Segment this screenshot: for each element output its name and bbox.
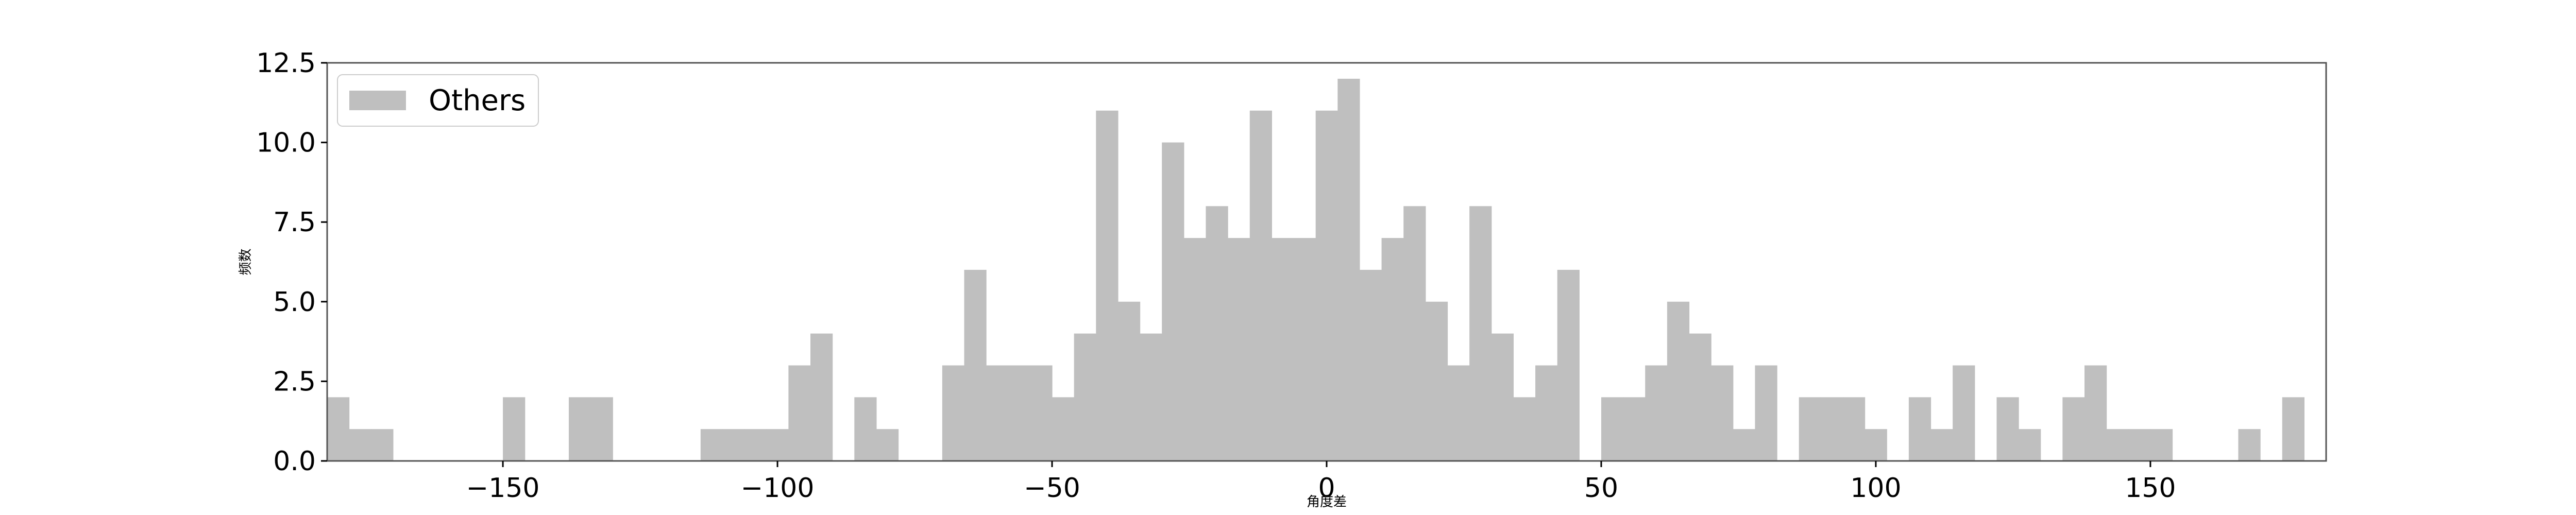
histogram-bar xyxy=(1733,429,1756,461)
histogram-bar xyxy=(2282,397,2304,461)
histogram-bar xyxy=(1557,269,1580,461)
histogram-bar xyxy=(2106,429,2129,461)
legend-swatch xyxy=(349,91,406,110)
y-tick-label: 5.0 xyxy=(273,287,316,318)
histogram-bar xyxy=(1008,365,1030,461)
x-tick-label: 50 xyxy=(1584,473,1618,504)
histogram-bar xyxy=(1711,365,1734,461)
histogram-bar xyxy=(876,429,899,461)
histogram-bar xyxy=(1623,397,1646,461)
histogram-bar xyxy=(1799,397,1821,461)
histogram-bar xyxy=(2084,365,2107,461)
histogram-bar xyxy=(1689,333,1711,461)
histogram-bar xyxy=(1996,397,2019,461)
y-axis-label: 频数 xyxy=(238,248,253,275)
histogram-bar xyxy=(1074,333,1096,461)
histogram-bar xyxy=(964,269,987,461)
x-tick-label: 0 xyxy=(1318,473,1335,504)
legend-box xyxy=(337,74,539,127)
histogram-bar xyxy=(1162,142,1184,461)
histogram-bar xyxy=(2238,429,2261,461)
histogram-bar xyxy=(986,365,1009,461)
histogram-bar xyxy=(766,429,789,461)
x-axis: −150 −100 −50 0 50 100 150 xyxy=(466,461,2176,504)
histogram-bar xyxy=(1030,365,1053,461)
histogram-bar xyxy=(1052,397,1075,461)
histogram-bar xyxy=(503,397,526,461)
histogram-bar xyxy=(1447,365,1470,461)
histogram-bar xyxy=(1249,110,1273,461)
histogram-bar xyxy=(371,429,394,461)
histogram-bar xyxy=(1842,397,1866,461)
histogram-bar xyxy=(1206,206,1228,461)
histogram-bar xyxy=(1096,110,1118,461)
histogram-bar xyxy=(1359,269,1382,461)
histogram-bar xyxy=(590,397,613,461)
y-tick-label: 7.5 xyxy=(273,207,316,238)
histogram-bar xyxy=(1953,365,1975,461)
histogram-bar xyxy=(810,333,833,461)
y-tick-label: 2.5 xyxy=(273,366,316,397)
x-axis-label: 角度差 xyxy=(1307,494,1347,510)
histogram-bar xyxy=(1601,397,1624,461)
y-tick-label: 10.0 xyxy=(256,128,316,159)
histogram-bar xyxy=(327,397,350,461)
histogram-bar xyxy=(2062,397,2085,461)
x-tick-label: −150 xyxy=(466,473,540,504)
histogram-bar xyxy=(1183,238,1207,461)
y-axis: 0.0 2.5 5.0 7.5 10.0 12.5 xyxy=(256,48,327,477)
histogram-bar xyxy=(1491,333,1514,461)
histogram-bar xyxy=(1535,365,1558,461)
histogram-bar xyxy=(1381,238,1404,461)
histogram-bar xyxy=(1821,397,1843,461)
histogram-bar xyxy=(349,429,371,461)
histogram-bar xyxy=(700,429,723,461)
x-tick-label: −50 xyxy=(1024,473,1080,504)
histogram-bar xyxy=(2128,429,2151,461)
histogram-bar xyxy=(1513,397,1536,461)
histogram-bar xyxy=(1425,301,1448,461)
histogram-bar xyxy=(1908,397,1931,461)
histogram-bar xyxy=(1294,238,1316,461)
histogram-bar xyxy=(722,429,745,461)
histogram-bar xyxy=(1865,429,1887,461)
histogram-bar xyxy=(1667,301,1690,461)
legend-label: Others xyxy=(429,84,526,117)
histogram-bar xyxy=(1228,238,1250,461)
histogram-bar xyxy=(1403,206,1426,461)
y-tick-label: 12.5 xyxy=(256,48,316,79)
histogram-bar xyxy=(1645,365,1668,461)
histogram-bar xyxy=(788,365,811,461)
x-tick-label: 150 xyxy=(2125,473,2176,504)
histogram-bar xyxy=(1315,110,1338,461)
histogram-bar xyxy=(1337,78,1360,461)
histogram-bar xyxy=(854,397,877,461)
histogram-bar xyxy=(569,397,591,461)
histogram-bar xyxy=(1117,301,1141,461)
histogram-bar xyxy=(942,365,965,461)
histogram-bar xyxy=(744,429,767,461)
histogram-bar xyxy=(1140,333,1162,461)
histogram-bar xyxy=(1930,429,1953,461)
y-tick-label: 0.0 xyxy=(273,446,316,477)
histogram-bar xyxy=(2019,429,2041,461)
legend: Others xyxy=(337,74,539,127)
bars-group xyxy=(327,78,2304,461)
x-tick-label: −100 xyxy=(741,473,815,504)
histogram-bar xyxy=(1755,365,1777,461)
x-tick-label: 100 xyxy=(1850,473,1901,504)
histogram-bar xyxy=(2150,429,2173,461)
histogram-bar xyxy=(1469,206,1492,461)
histogram-bar xyxy=(1272,238,1294,461)
